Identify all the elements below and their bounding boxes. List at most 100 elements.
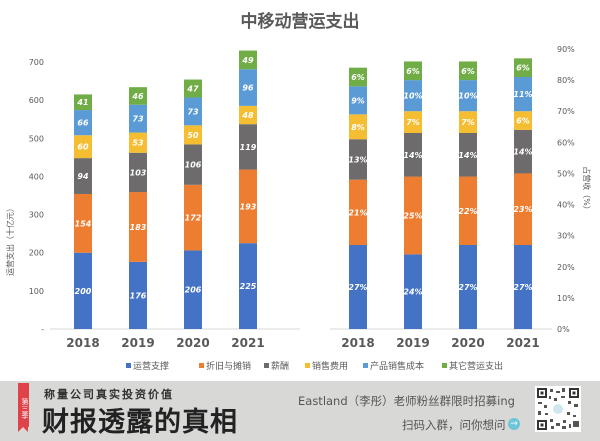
right-bar-segment	[349, 86, 367, 115]
left-bar-segment	[239, 124, 257, 170]
legend-item: 销售费用	[312, 360, 348, 372]
legend-swatch	[126, 363, 131, 368]
right-y-axis-label: 占营收（%）	[582, 166, 592, 214]
left-y-axis-label: 运营支出（十亿元）	[5, 204, 15, 276]
right-data-label: 14%	[403, 151, 422, 160]
right-bar-segment	[514, 173, 532, 245]
right-bar-segment	[404, 61, 422, 81]
legend-swatch	[442, 363, 447, 368]
right-y-tick: 70%	[557, 107, 575, 116]
right-data-label: 6%	[406, 67, 420, 76]
left-bar-segment	[239, 105, 257, 125]
right-data-label: 25%	[403, 211, 422, 220]
right-data-label: 27%	[513, 283, 532, 292]
left-bar-segment	[129, 132, 147, 153]
right-bar-segment	[459, 80, 477, 112]
left-y-tick: 500	[29, 134, 44, 143]
right-data-label: 14%	[513, 148, 532, 157]
right-bar-segment	[349, 114, 367, 140]
legend-item: 其它营运支出	[449, 360, 503, 372]
left-data-label: 176	[130, 291, 147, 300]
right-bar-segment	[459, 245, 477, 329]
qr-code-icon[interactable]	[535, 386, 581, 432]
right-bar-segment	[514, 245, 532, 329]
left-chart-expense: - 100 200 300 400 500 600 700 200 154 94 60 66 41 2018…	[29, 50, 300, 350]
left-y-tick: -	[41, 325, 44, 334]
left-bar-segment	[74, 252, 92, 329]
right-data-label: 13%	[348, 155, 367, 164]
left-data-label: 49	[241, 56, 254, 65]
right-y-tick: 90%	[557, 45, 575, 54]
left-bar-segment	[239, 50, 257, 70]
left-bar-segment	[129, 261, 147, 329]
legend-swatch	[264, 363, 269, 368]
right-bar-segment	[514, 129, 532, 174]
right-bar-segment	[404, 80, 422, 112]
left-bar-segment	[184, 144, 202, 185]
left-bar-segment	[74, 94, 92, 111]
left-data-label: 103	[130, 168, 147, 177]
left-x-tick: 2018	[66, 336, 99, 350]
right-bar-segment	[514, 58, 532, 77]
chart-title: 中移动营运支出	[241, 11, 360, 32]
left-data-label: 46	[131, 92, 144, 101]
left-data-label: 73	[187, 107, 199, 116]
right-y-tick: 80%	[557, 76, 575, 85]
right-data-label: 11%	[513, 90, 532, 99]
left-y-tick: 400	[29, 172, 44, 181]
left-data-label: 172	[185, 214, 202, 223]
right-y-tick: 60%	[557, 138, 575, 147]
right-data-label: 27%	[458, 283, 477, 292]
right-data-label: 24%	[403, 288, 422, 297]
left-bar-segment	[184, 184, 202, 251]
right-bar-segment	[459, 133, 477, 177]
right-y-tick: 40%	[557, 201, 575, 210]
right-y-tick: 10%	[557, 294, 575, 303]
left-bar-segment	[129, 87, 147, 105]
left-bar-segment	[239, 243, 257, 329]
right-data-label: 6%	[351, 73, 365, 82]
right-data-label: 10%	[403, 92, 422, 101]
left-data-label: 60	[77, 143, 89, 152]
right-data-label: 27%	[348, 283, 367, 292]
left-data-label: 73	[132, 115, 144, 124]
left-bar-segment	[184, 250, 202, 329]
left-x-tick: 2019	[121, 336, 154, 350]
right-y-tick: 20%	[557, 263, 575, 272]
left-y-tick: 300	[29, 211, 44, 220]
right-x-tick: 2019	[396, 336, 429, 350]
left-bar-segment	[239, 69, 257, 106]
right-bar-segment	[349, 179, 367, 245]
right-bar-segment	[404, 254, 422, 329]
right-bar-segment	[459, 61, 477, 81]
left-data-label: 154	[75, 219, 92, 228]
left-data-label: 225	[240, 282, 257, 291]
right-x-tick: 2018	[341, 336, 374, 350]
left-data-label: 119	[240, 143, 257, 152]
left-data-label: 96	[242, 84, 254, 93]
right-bar-segment	[349, 67, 367, 87]
right-y-tick: 30%	[557, 232, 575, 241]
legend-swatch	[199, 363, 204, 368]
banner-subtitle: 称量公司真实投资价值	[44, 388, 174, 401]
right-bar-segment	[404, 133, 422, 177]
right-y-tick: 50%	[557, 169, 575, 178]
arrow-right-icon[interactable]: →	[508, 418, 520, 430]
chart: 中移动营运支出 - 100 200 300 400 500 600 700 200 154 94 60…	[5, 11, 592, 372]
right-data-label: 14%	[458, 151, 477, 160]
left-bar-segment	[74, 158, 92, 194]
legend: 运营支撑 折旧与摊销 薪酬 销售费用 产品销售成本 其它营运支出	[126, 360, 503, 372]
right-data-label: 7%	[461, 118, 475, 127]
left-data-label: 206	[185, 286, 202, 295]
left-data-label: 66	[77, 119, 89, 128]
legend-item: 薪酬	[271, 360, 289, 372]
right-x-tick: 2020	[451, 336, 484, 350]
left-y-tick: 200	[29, 249, 44, 258]
right-bar-segment	[514, 77, 532, 112]
right-data-label: 22%	[458, 207, 477, 216]
right-data-label: 21%	[348, 208, 367, 217]
footer-banner: 第三季 称量公司真实投资价值 财报透露的真相 Eastland（李彤）老师粉丝群…	[0, 381, 600, 441]
left-data-label: 183	[130, 223, 147, 232]
left-y-tick: 600	[29, 96, 44, 105]
promo-cta[interactable]: 扫码入群，问你想问	[402, 418, 506, 432]
